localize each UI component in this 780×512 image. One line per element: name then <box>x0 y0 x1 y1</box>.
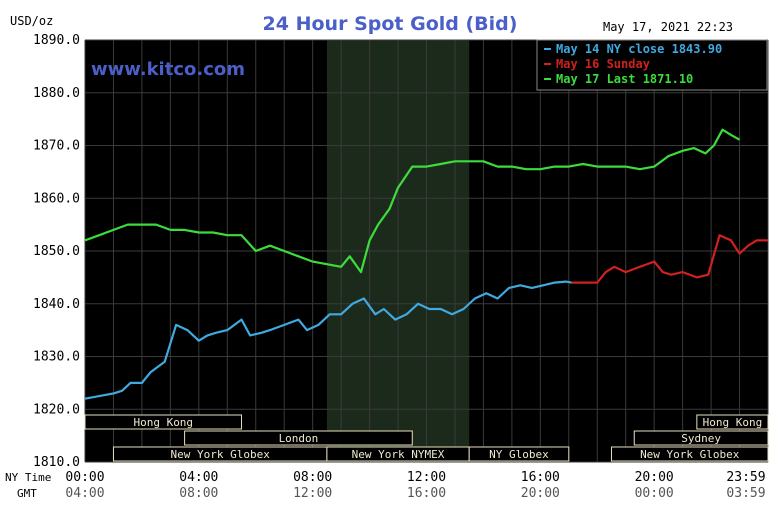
x-tick-label-gmt: 20:00 <box>521 486 560 501</box>
x-row-label-gmt: GMT <box>17 487 37 500</box>
session-label: New York Globex <box>171 448 271 461</box>
x-tick-label-gmt: 12:00 <box>293 486 332 501</box>
y-tick-label: 1870.0 <box>33 139 80 154</box>
x-tick-label-ny: 12:00 <box>407 470 446 485</box>
y-tick-label: 1830.0 <box>33 350 80 365</box>
x-tick-label-gmt: 08:00 <box>179 486 218 501</box>
x-tick-label-ny: 20:00 <box>635 470 674 485</box>
legend-label-2: May 17 Last 1871.10 <box>556 72 693 86</box>
x-tick-label-ny: 08:00 <box>293 470 332 485</box>
y-tick-label: 1810.0 <box>33 455 80 470</box>
session-box <box>184 430 413 446</box>
x-tick-label-ny: 23:59 <box>726 470 765 485</box>
x-tick-label-ny: 16:00 <box>521 470 560 485</box>
y-tick-label: 1850.0 <box>33 244 80 259</box>
series-line-0 <box>84 280 572 400</box>
session-box <box>696 414 769 430</box>
legend-box <box>536 39 768 91</box>
y-axis-label: USD/oz <box>10 14 53 28</box>
y-tick-label: 1880.0 <box>33 86 80 101</box>
session-box <box>468 446 570 462</box>
session-label: Sydney <box>681 432 721 445</box>
series-line-1 <box>571 234 768 284</box>
session-label: New York NYMEX <box>352 448 445 461</box>
x-tick-label-gmt: 03:59 <box>726 486 765 501</box>
y-axis-ticks: 1890.0 1880.0 1870.0 1860.0 1850.0 1840.0 1830… <box>33 33 80 470</box>
x-tick-label-gmt: 00:00 <box>635 486 674 501</box>
x-axis-ticks: 00:00 04:00 08:00 12:00 16:00 20:00 23:5904:00… <box>65 470 765 501</box>
session-label: Hong Kong <box>133 416 193 429</box>
series-line-2 <box>84 128 741 274</box>
session-box <box>610 446 769 462</box>
session-box <box>633 430 769 446</box>
y-tick-label: 1890.0 <box>33 33 80 48</box>
legend-label-0: May 14 NY close 1843.90 <box>556 42 722 56</box>
x-tick-label-gmt: 04:00 <box>65 486 104 501</box>
y-tick-label: 1840.0 <box>33 297 80 312</box>
x-tick-label-gmt: 16:00 <box>407 486 446 501</box>
x-row-label-ny: NY Time <box>5 471 51 484</box>
session-label: Hong Kong <box>703 416 763 429</box>
session-label: NY Globex <box>489 448 549 461</box>
y-tick-label: 1820.0 <box>33 402 80 417</box>
session-box <box>84 414 243 430</box>
session-label: New York Globex <box>640 448 740 461</box>
x-tick-label-ny: 04:00 <box>179 470 218 485</box>
y-tick-label: 1860.0 <box>33 191 80 206</box>
chart-title: 24 Hour Spot Gold (Bid) <box>263 13 518 35</box>
x-tick-label-ny: 00:00 <box>65 470 104 485</box>
price-series <box>84 128 768 400</box>
kitco-watermark: www.kitco.com <box>91 59 245 80</box>
session-label: London <box>279 432 319 445</box>
market-sessions: Hong Kong Hong Kong London Sydney New York G… <box>84 414 769 462</box>
timestamp: May 17, 2021 22:23 <box>603 20 733 34</box>
legend-label-1: May 16 Sunday <box>556 57 650 71</box>
